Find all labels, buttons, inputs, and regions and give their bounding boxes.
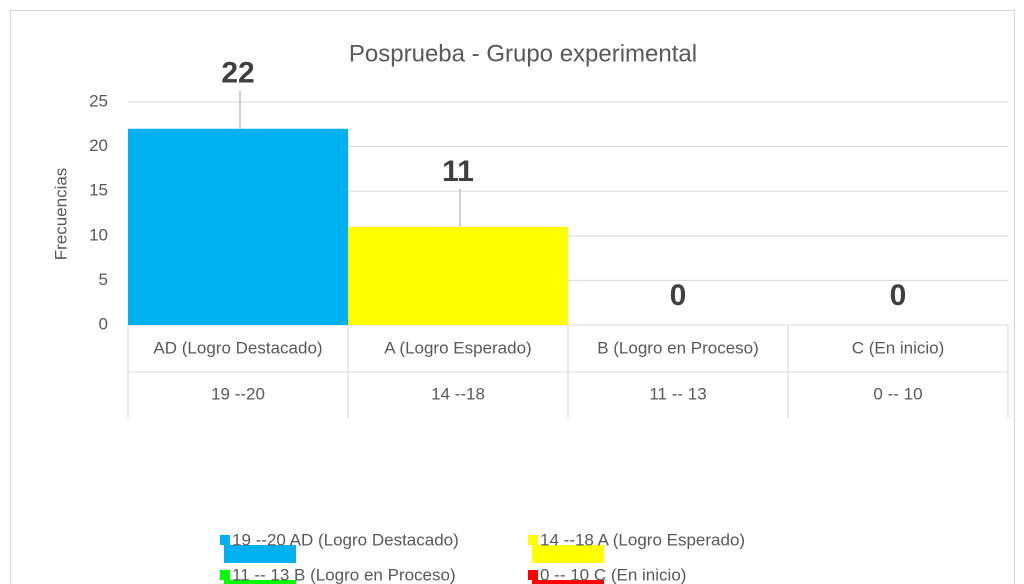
legend-label: 14 --18 A (Logro Esperado) [540, 530, 745, 549]
x-subcategory-label: 11 -- 13 [649, 384, 706, 403]
y-tick-label: 5 [99, 270, 108, 289]
x-tick-label: C (En inicio) [852, 338, 945, 357]
x-subcategory-label: 0 -- 10 [873, 384, 922, 403]
data-label: 0 [890, 279, 907, 312]
x-tick-label: AD (Logro Destacado) [153, 338, 322, 357]
legend-swatch [224, 545, 296, 563]
legend-swatch [220, 535, 230, 545]
x-subcategory-label: 14 --18 [431, 384, 485, 403]
bar [348, 226, 568, 325]
y-tick-label: 0 [99, 314, 108, 333]
legend-swatch [532, 545, 604, 563]
y-axis-label: Frecuencias [51, 168, 70, 261]
legend-label: 19 --20 AD (Logro Destacado) [232, 530, 459, 549]
data-label: 0 [670, 279, 687, 312]
legend-label: 0 -- 10 C (En inicio) [540, 565, 686, 584]
legend-label: 11 -- 13 B (Logro en Proceso) [232, 565, 456, 584]
legend-swatch [528, 535, 538, 545]
legend-swatch [224, 580, 296, 584]
data-label: 22 [221, 57, 254, 90]
chart-title: Posprueba - Grupo experimental [349, 40, 697, 67]
y-tick-label: 25 [89, 91, 108, 110]
x-tick-label: A (Logro Esperado) [384, 338, 531, 357]
y-tick-label: 15 [89, 181, 108, 200]
data-label: 11 [442, 155, 474, 188]
x-subcategory-label: 19 --20 [211, 384, 265, 403]
x-tick-label: B (Logro en Proceso) [597, 338, 759, 357]
y-tick-label: 20 [89, 136, 108, 155]
y-tick-label: 10 [89, 225, 108, 244]
legend-swatch [532, 580, 604, 584]
legend-swatch [220, 570, 230, 580]
legend-swatch [528, 570, 538, 580]
bar [128, 128, 348, 325]
